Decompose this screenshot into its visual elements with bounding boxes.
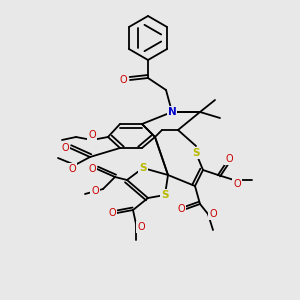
Text: O: O xyxy=(88,164,96,174)
Text: S: S xyxy=(192,148,200,158)
Text: O: O xyxy=(137,222,145,232)
Text: O: O xyxy=(108,208,116,218)
Text: N: N xyxy=(168,107,176,117)
Text: O: O xyxy=(225,154,233,164)
Text: O: O xyxy=(91,186,99,196)
Text: S: S xyxy=(161,190,169,200)
Text: O: O xyxy=(177,204,185,214)
Text: O: O xyxy=(68,164,76,174)
Text: O: O xyxy=(233,179,241,189)
Text: O: O xyxy=(209,209,217,219)
Text: S: S xyxy=(139,163,147,173)
Text: O: O xyxy=(119,75,127,85)
Text: O: O xyxy=(61,143,69,153)
Text: O: O xyxy=(88,130,96,140)
